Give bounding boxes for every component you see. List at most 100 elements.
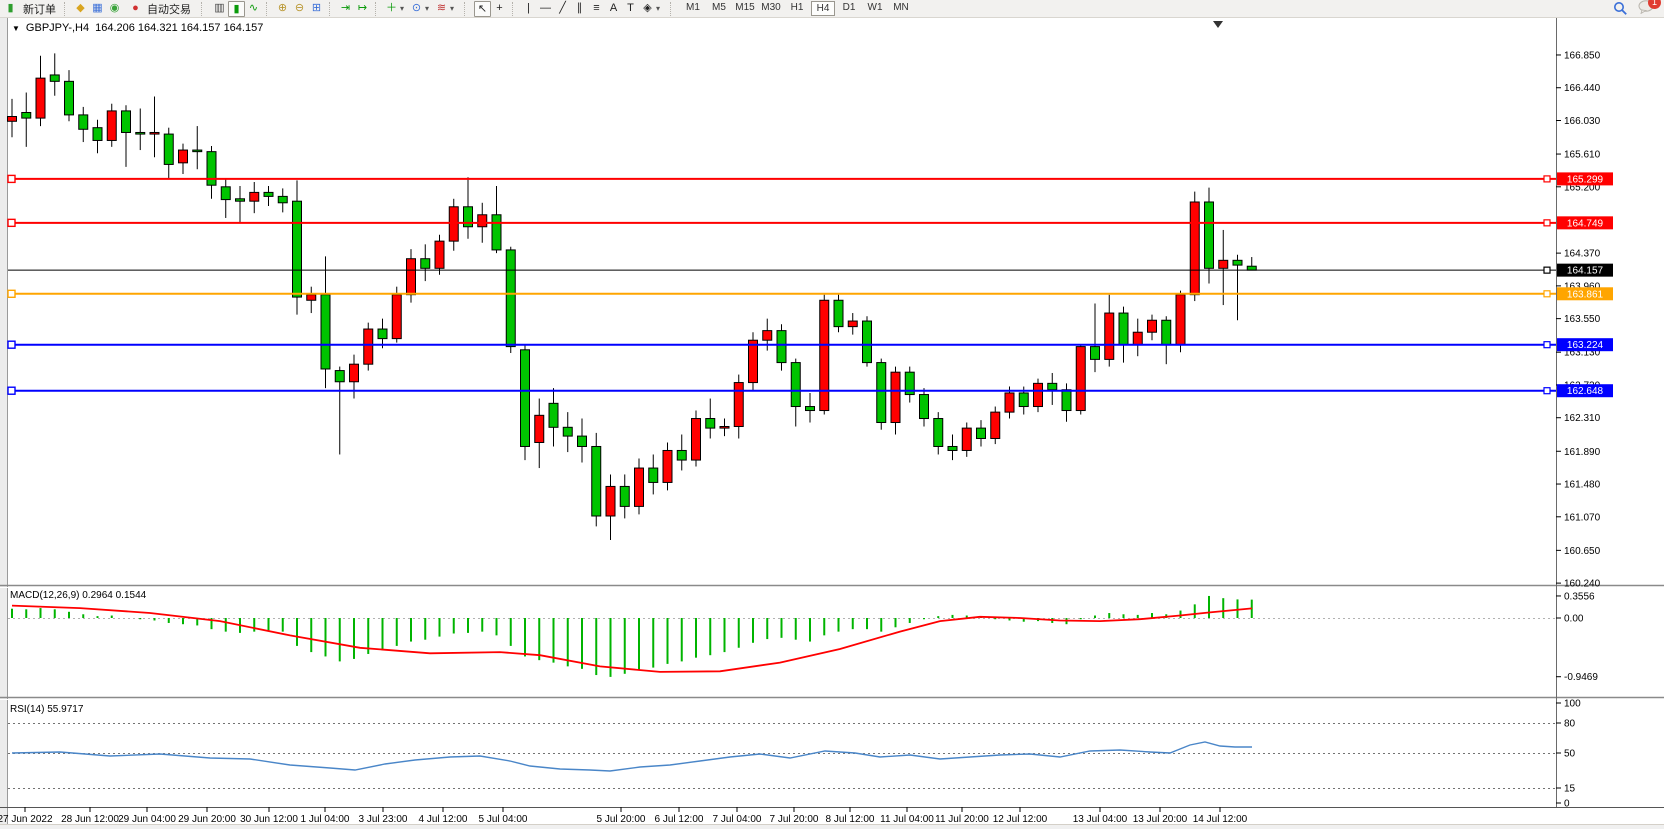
candlestick-icon[interactable]: ▮	[228, 0, 245, 17]
price-axis-label: 163.550	[1564, 314, 1601, 325]
chart-area[interactable]: 166.850 166.440 166.030 165.610 165.200 164.3…	[0, 18, 1664, 829]
candle	[591, 445, 602, 517]
rsi-label: RSI(14) 55.9717	[10, 704, 84, 715]
candle	[377, 328, 388, 340]
candle	[833, 299, 844, 328]
line-end-marker	[1543, 341, 1551, 349]
profile-icon[interactable]: ◆	[76, 1, 85, 14]
line-handle[interactable]	[7, 174, 16, 184]
candle	[477, 214, 488, 228]
line-chart-icon[interactable]: ∿	[248, 1, 259, 14]
alerts-icon[interactable]: ◉	[109, 1, 120, 14]
candle	[648, 467, 659, 483]
shift-chart-icon[interactable]: ↦	[357, 1, 368, 14]
price-axis-label: 165.610	[1564, 150, 1601, 161]
candle	[49, 74, 60, 82]
line-end-marker	[1543, 290, 1551, 298]
candle	[463, 206, 473, 228]
charts-window-icon[interactable]: ▦	[92, 1, 103, 14]
line-end-marker	[1543, 387, 1551, 395]
line-handle[interactable]	[7, 340, 16, 349]
text-icon[interactable]: A	[609, 1, 618, 14]
timeframe-m30[interactable]: M30	[761, 2, 781, 13]
text-label-icon[interactable]: T	[627, 1, 634, 14]
timeframe-m5[interactable]: M5	[712, 2, 726, 13]
candle	[733, 382, 744, 428]
new-chart-icon[interactable]: ＋	[386, 1, 397, 14]
timeframe-h1[interactable]: H1	[790, 2, 804, 13]
timeframe-d1[interactable]: D1	[842, 2, 856, 13]
timeframe-m1[interactable]: M1	[686, 2, 700, 13]
timeframe-mn[interactable]: MN	[893, 2, 909, 13]
chart-shift-marker[interactable]	[1213, 21, 1223, 28]
macd-signal-line	[11, 604, 1253, 673]
candle	[534, 414, 545, 443]
candle	[92, 127, 103, 141]
crosshair-icon[interactable]: +	[496, 1, 503, 14]
chart-menu-caret-icon[interactable]: ▼	[12, 23, 20, 33]
candle	[1004, 392, 1015, 413]
toolbar-separator	[329, 1, 334, 16]
time-axis-label: 30 Jun 12:00	[240, 814, 298, 825]
auto-trading-button[interactable]: ● 自动交易	[123, 1, 195, 17]
vertical-line-icon[interactable]: |	[527, 1, 530, 14]
timeframe-w1[interactable]: W1	[867, 2, 883, 13]
cursor-icon[interactable]: ↖	[474, 0, 491, 17]
price-badge-label: 165.299	[1567, 174, 1604, 185]
candle	[933, 418, 944, 447]
bar-chart-icon[interactable]: ▥	[214, 1, 225, 14]
candle	[1061, 389, 1072, 412]
chart-canvas[interactable]: 166.850 166.440 166.030 165.610 165.200 164.3…	[0, 18, 1664, 829]
candle	[890, 371, 901, 424]
price-badge-label: 162.648	[1567, 386, 1604, 397]
candle	[676, 449, 687, 461]
candle	[904, 371, 915, 396]
chevron-down-icon[interactable]: ▾	[425, 4, 430, 13]
candle	[320, 294, 331, 370]
line-handle[interactable]	[7, 289, 16, 298]
candle	[562, 426, 573, 437]
time-axis-label: 1 Jul 04:00	[301, 814, 350, 825]
price-badge	[1557, 384, 1613, 398]
candle	[206, 151, 217, 186]
arrows-icon[interactable]: ◈	[643, 1, 652, 14]
period-icon[interactable]: ⊙	[411, 1, 422, 14]
time-axis-label: 29 Jun 20:00	[178, 814, 236, 825]
timeframe-toolbar: M1 M5 M15 M30 H1 H4 D1 W1 MN	[678, 0, 916, 18]
line-handle[interactable]	[7, 218, 16, 228]
candle	[78, 114, 89, 130]
chevron-down-icon[interactable]: ▾	[400, 4, 405, 13]
rsi-scale-label: 0	[1564, 799, 1570, 810]
search-icon[interactable]	[1613, 1, 1628, 16]
horizontal-line-icon[interactable]: —	[540, 1, 551, 14]
notification-badge: 1	[1648, 0, 1661, 9]
channel-icon[interactable]: ∥	[576, 1, 583, 14]
price-axis-label: 166.440	[1564, 83, 1601, 94]
toolbar-separator	[464, 1, 469, 16]
zoom-in-icon[interactable]: ⊕	[277, 1, 288, 14]
new-order-button[interactable]: 新订单	[23, 3, 56, 16]
timeframe-m15[interactable]: M15	[735, 2, 755, 13]
candle	[961, 427, 972, 451]
candle	[1175, 294, 1186, 346]
timeframe-h4[interactable]: H4	[811, 1, 835, 16]
candle	[876, 362, 887, 424]
line-handle[interactable]	[7, 386, 16, 395]
trendline-icon[interactable]: ╱	[559, 1, 566, 14]
candle	[420, 258, 431, 269]
toolbar-separator	[512, 1, 517, 16]
candle	[7, 115, 17, 122]
chat-button[interactable]: 1	[1638, 0, 1661, 17]
shift-end-icon[interactable]: ⇥	[340, 1, 351, 14]
fibonacci-icon[interactable]: ≡	[593, 1, 600, 14]
chevron-down-icon[interactable]: ▾	[656, 4, 661, 13]
chart-symbol-period: GBPJPY-,H4	[25, 22, 90, 34]
indicators-icon[interactable]: ≋	[436, 1, 447, 14]
time-axis-label: 3 Jul 23:00	[359, 814, 408, 825]
candle	[776, 330, 787, 364]
toolbar-separator	[266, 1, 271, 16]
price-axis-label: 165.200	[1564, 182, 1601, 193]
chevron-down-icon[interactable]: ▾	[450, 4, 455, 13]
zoom-out-icon[interactable]: ⊖	[294, 1, 305, 14]
tile-windows-icon[interactable]: ⊞	[311, 1, 322, 14]
